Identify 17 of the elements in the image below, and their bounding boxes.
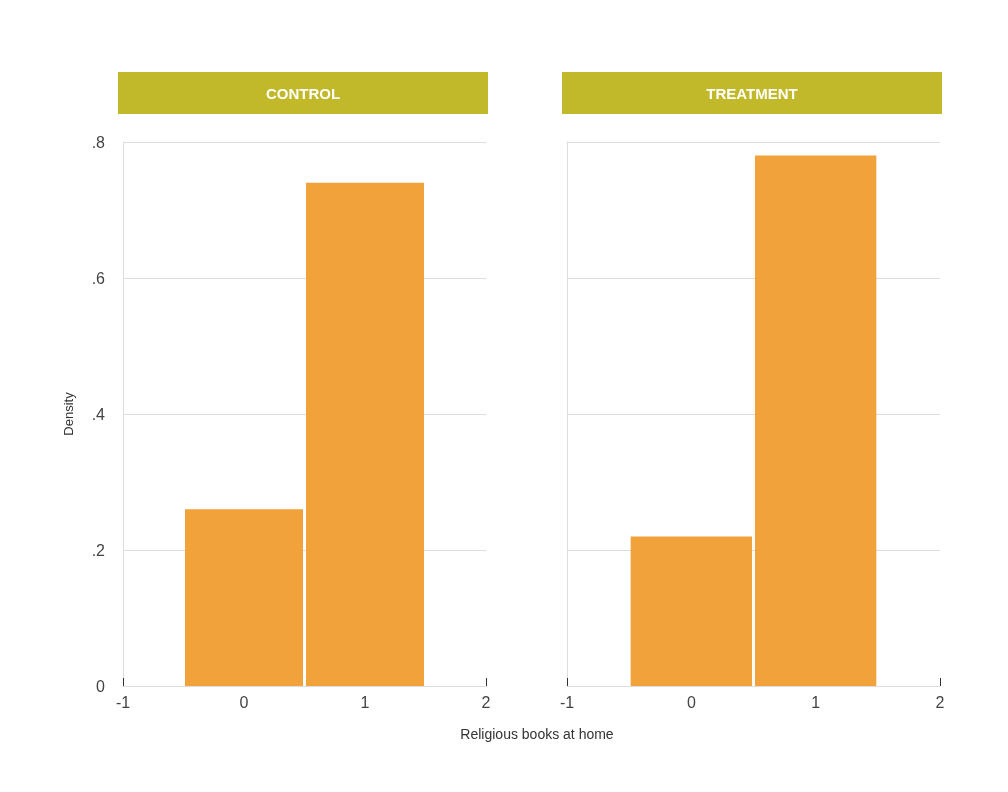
y-tick-label: 0: [96, 677, 106, 695]
y-tick-label: .4: [91, 405, 106, 423]
x-tick-label: 0: [686, 693, 696, 711]
y-tick-label: .2: [91, 541, 106, 559]
y-tick-label: .8: [91, 133, 106, 151]
x-tick-label: 1: [360, 693, 370, 711]
x-tick-label: 2: [935, 693, 945, 711]
chart-title: CONTROL: [118, 72, 488, 114]
x-tick-label: -1: [115, 693, 131, 711]
y-tick-label: .6: [91, 269, 106, 287]
x-tick-label: -1: [559, 693, 575, 711]
chart-title: TREATMENT: [562, 72, 942, 114]
x-tick-label: 1: [811, 693, 821, 711]
y-axis-title: Density: [61, 391, 76, 436]
x-tick-label: 0: [239, 693, 249, 711]
x-tick-label: 2: [481, 693, 491, 711]
x-axis-title: Religious books at home: [459, 726, 615, 742]
